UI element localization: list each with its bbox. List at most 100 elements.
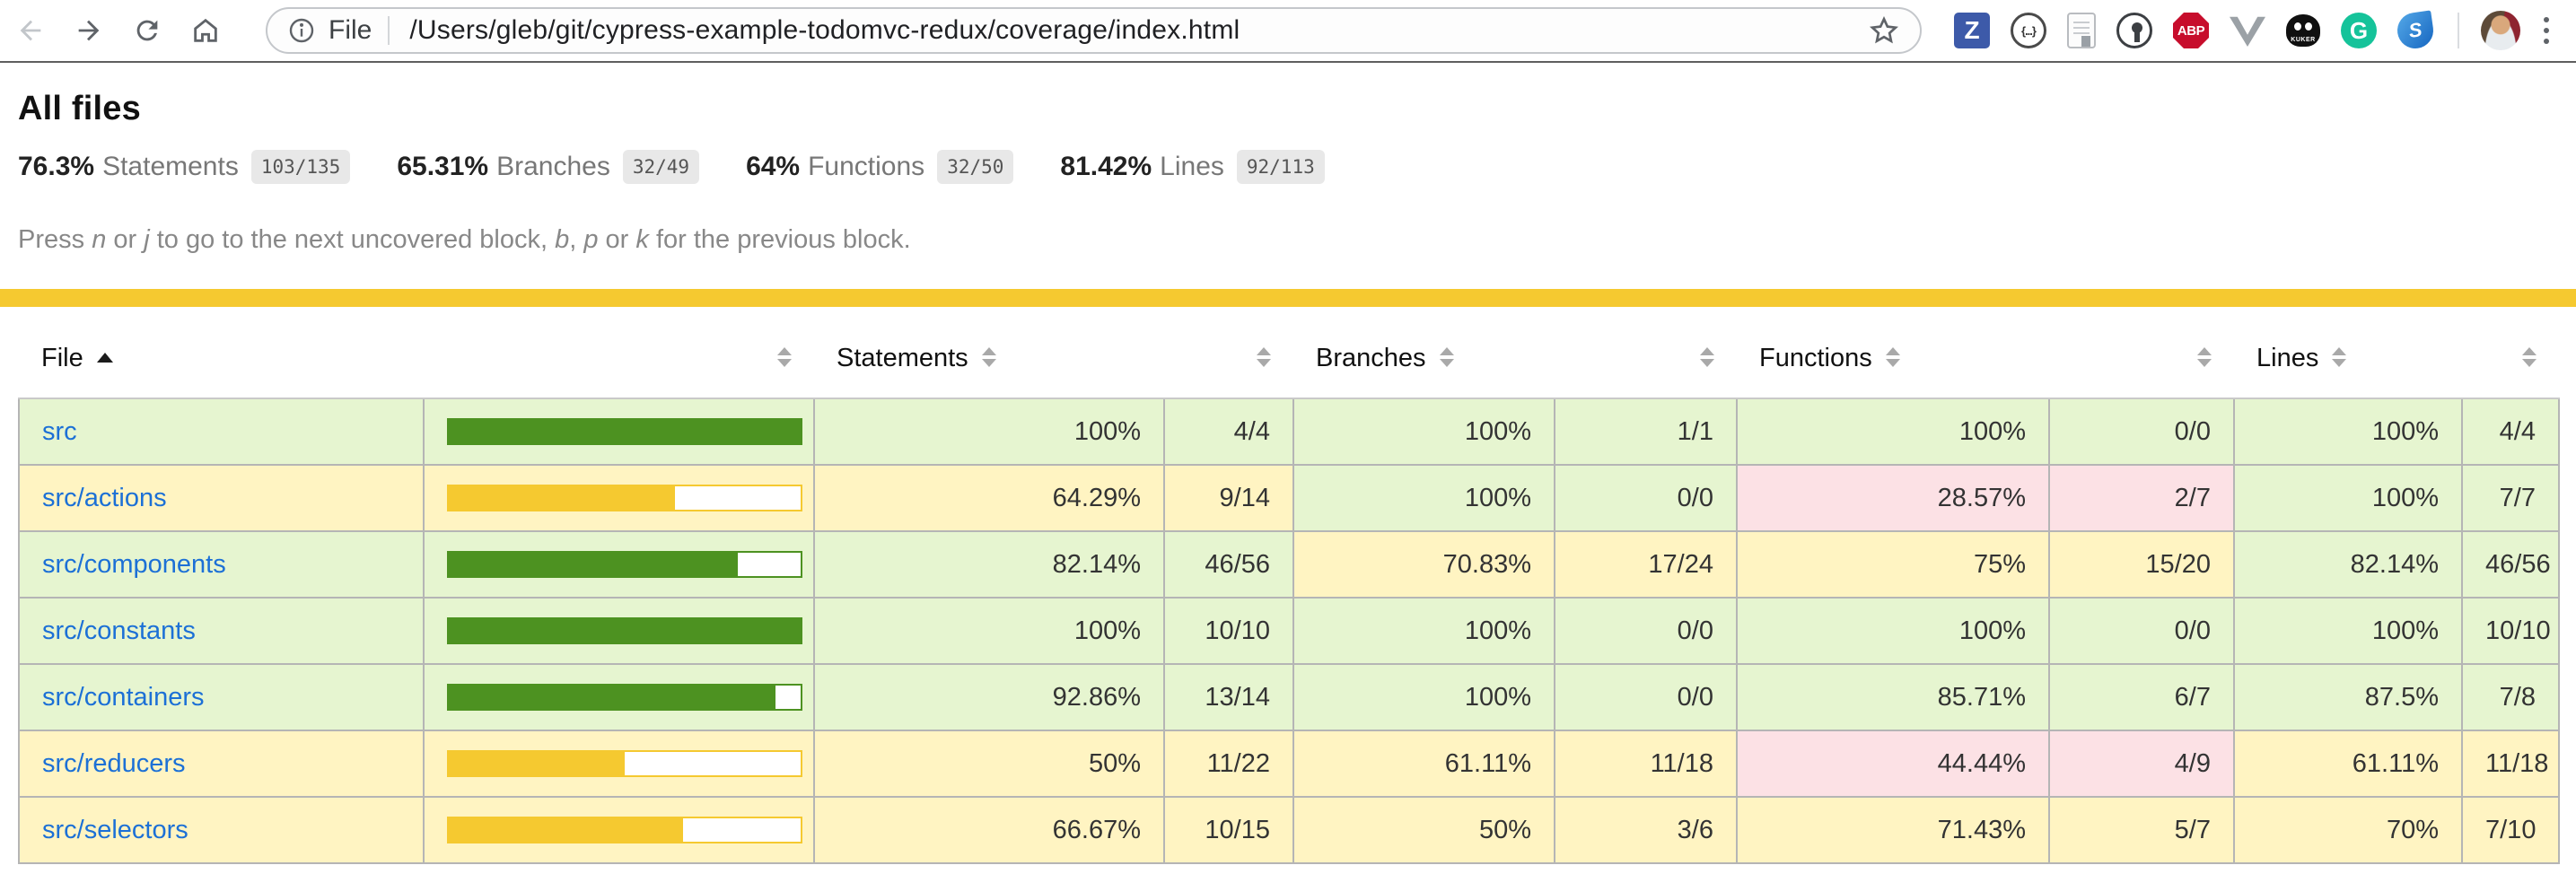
column-sorter[interactable]: [1164, 319, 1293, 398]
column-header-file[interactable]: File: [19, 319, 424, 398]
column-header-functions[interactable]: Functions: [1737, 319, 2049, 398]
zotero-extension-icon[interactable]: Z: [1954, 13, 1990, 48]
table-row: src100%4/4100%1/1100%0/0100%4/4: [19, 398, 2559, 465]
sort-icon[interactable]: [97, 353, 113, 363]
reload-icon[interactable]: [129, 13, 165, 48]
coverage-bar: [447, 750, 802, 777]
hint-text: or: [599, 225, 636, 254]
coverage-bar-empty: [683, 818, 801, 842]
sort-icon[interactable]: [777, 347, 792, 367]
forward-icon[interactable]: [71, 13, 107, 48]
fraction-cell: 0/0: [1555, 465, 1737, 531]
kuker-extension-icon[interactable]: KUKER: [2286, 14, 2320, 47]
stat-percent: 81.42%: [1060, 152, 1152, 182]
fraction-cell: 17/24: [1555, 531, 1737, 598]
file-link-src-constants[interactable]: src/constants: [42, 616, 196, 645]
percent-cell: 100%: [2234, 598, 2462, 664]
file-cell: src/selectors: [19, 797, 424, 863]
coverage-bar: [447, 617, 802, 644]
sort-icon[interactable]: [1886, 347, 1900, 367]
fraction-cell: 11/18: [2462, 730, 2559, 797]
abp-extension-icon[interactable]: ABP: [2173, 13, 2209, 48]
fraction-cell: 11/22: [1164, 730, 1293, 797]
home-icon[interactable]: [188, 13, 223, 48]
coverage-summary-stats: 76.3%Statements103/13565.31%Branches32/4…: [18, 150, 2558, 184]
column-sorter[interactable]: [2049, 319, 2234, 398]
file-link-src-selectors[interactable]: src/selectors: [42, 816, 188, 844]
hint-text: or: [106, 225, 144, 254]
zotero-extension-label: Z: [1964, 18, 1979, 43]
file-link-src[interactable]: src: [42, 417, 77, 446]
table-row: src/actions64.29%9/14100%0/028.57%2/7100…: [19, 465, 2559, 531]
hint-key: p: [583, 225, 598, 254]
vue-extension-icon[interactable]: [2230, 13, 2265, 48]
coverage-bar: [447, 684, 802, 711]
hint-text: ,: [569, 225, 583, 254]
column-header-lines[interactable]: Lines: [2234, 319, 2462, 398]
fraction-cell: 46/56: [1164, 531, 1293, 598]
percent-cell: 61.11%: [1293, 730, 1555, 797]
percent-cell: 44.44%: [1737, 730, 2049, 797]
sort-icon[interactable]: [1700, 347, 1714, 367]
fraction-cell: 2/7: [2049, 465, 2234, 531]
file-cell: src/actions: [19, 465, 424, 531]
column-label: Branches: [1316, 344, 1426, 372]
jsonview-extension-icon[interactable]: {...}: [2011, 13, 2046, 48]
keyhole-extension-icon[interactable]: [2116, 13, 2152, 48]
percent-cell: 75%: [1737, 531, 2049, 598]
fraction-cell: 3/6: [1555, 797, 1737, 863]
coverage-bar-fill: [449, 420, 801, 443]
flame-extension-icon[interactable]: S: [2395, 10, 2435, 50]
percent-cell: 50%: [1293, 797, 1555, 863]
column-sorter[interactable]: [1555, 319, 1737, 398]
sort-icon[interactable]: [982, 347, 996, 367]
sort-icon[interactable]: [2197, 347, 2212, 367]
browser-menu-icon[interactable]: [2544, 17, 2551, 44]
sort-icon[interactable]: [2522, 347, 2537, 367]
sort-icon[interactable]: [1440, 347, 1454, 367]
sort-down-arrow: [1886, 359, 1900, 367]
grammarly-extension-label: G: [2350, 19, 2368, 42]
stat-fraction: 92/113: [1237, 150, 1325, 184]
fraction-cell: 0/0: [2049, 398, 2234, 465]
coverage-bar-fill: [449, 686, 775, 709]
column-sorter[interactable]: [424, 319, 814, 398]
percent-cell: 100%: [2234, 398, 2462, 465]
file-link-src-components[interactable]: src/components: [42, 550, 226, 579]
hint-key: b: [555, 225, 569, 254]
sort-down-arrow: [2522, 359, 2537, 367]
stat-percent: 65.31%: [397, 152, 488, 182]
column-label: Statements: [837, 344, 968, 372]
percent-cell: 66.67%: [814, 797, 1164, 863]
url-text[interactable]: /Users/gleb/git/cypress-example-todomvc-…: [409, 15, 1240, 46]
table-body: src100%4/4100%1/1100%0/0100%4/4src/actio…: [19, 398, 2559, 863]
flame-extension-label: S: [2407, 20, 2423, 41]
column-header-statements[interactable]: Statements: [814, 319, 1164, 398]
column-header-branches[interactable]: Branches: [1293, 319, 1555, 398]
summary-stat: 76.3%Statements103/135: [18, 150, 350, 184]
fraction-cell: 46/56: [2462, 531, 2559, 598]
coverage-bar-fill: [449, 486, 675, 510]
bookmark-star-icon[interactable]: [1868, 14, 1900, 47]
sort-up-arrow: [2197, 347, 2212, 355]
file-link-src-actions[interactable]: src/actions: [42, 484, 167, 512]
fraction-cell: 7/8: [2462, 664, 2559, 730]
file-link-src-containers[interactable]: src/containers: [42, 683, 205, 712]
page-info-icon[interactable]: [287, 16, 316, 45]
back-icon[interactable]: [13, 13, 48, 48]
fraction-cell: 9/14: [1164, 465, 1293, 531]
chart-cell: [424, 664, 814, 730]
stat-percent: 76.3%: [18, 152, 94, 182]
column-sorter[interactable]: [2462, 319, 2559, 398]
chart-cell: [424, 797, 814, 863]
stat-percent: 64%: [746, 152, 800, 182]
sort-up-arrow: [2332, 347, 2346, 355]
file-link-src-reducers[interactable]: src/reducers: [42, 749, 186, 778]
script-extension-icon[interactable]: [2067, 13, 2096, 48]
profile-avatar[interactable]: [2481, 11, 2520, 50]
address-bar[interactable]: File /Users/gleb/git/cypress-example-tod…: [266, 7, 1922, 54]
sort-icon[interactable]: [2332, 347, 2346, 367]
url-scheme-label: File: [329, 15, 372, 46]
sort-icon[interactable]: [1257, 347, 1271, 367]
grammarly-extension-icon[interactable]: G: [2341, 13, 2377, 48]
